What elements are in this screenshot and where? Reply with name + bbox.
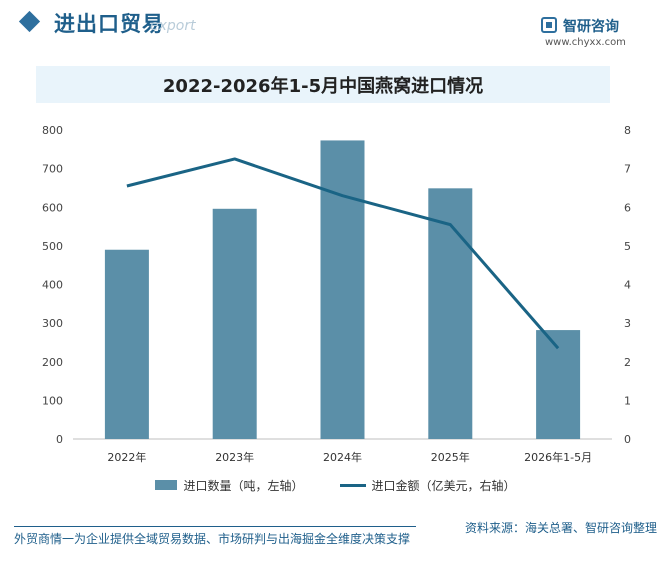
- chart-title: 2022-2026年1-5月中国燕窝进口情况: [162, 75, 484, 97]
- line-series: [126, 157, 560, 350]
- y-left-tick-label: 200: [42, 356, 63, 369]
- header: 进出口贸易 export 智研咨询 www.chyxx.com: [0, 0, 671, 50]
- x-tick-label: 2023年: [215, 450, 254, 464]
- y-right-tick-label: 2: [624, 356, 631, 369]
- footer-divider: [14, 526, 416, 527]
- brand-name: 智研咨询: [563, 19, 619, 35]
- brand-logo-icon: [541, 17, 557, 33]
- legend-swatch-bar: [155, 480, 178, 490]
- legend-label-line: 进口金额（亿美元，右轴）: [371, 478, 516, 493]
- y-right-tick-label: 1: [624, 394, 631, 407]
- y-right-tick-label: 4: [624, 279, 631, 292]
- y-right-tick-label: 5: [624, 240, 631, 253]
- x-tick-label: 2025年: [431, 450, 470, 464]
- legend-swatch-line: [339, 483, 366, 487]
- chart-title-bar: 2022-2026年1-5月中国燕窝进口情况: [36, 66, 610, 103]
- diamond-icon: [18, 10, 41, 33]
- y-right-tick-label: 3: [624, 317, 631, 330]
- y-left-tick-label: 100: [42, 394, 63, 407]
- bar: [320, 140, 365, 439]
- bar: [428, 188, 473, 439]
- y-left-tick-label: 400: [42, 279, 63, 292]
- x-tick-label: 2022年: [107, 450, 146, 464]
- x-tick-label: 2026年1-5月: [524, 450, 592, 464]
- footer-source: 资料来源：海关总署、智研咨询整理: [464, 521, 657, 535]
- y-right-tick-label: 6: [624, 201, 631, 214]
- bar: [536, 330, 581, 439]
- y-left-tick-label: 500: [42, 240, 63, 253]
- legend-item-bar: 进口数量（吨，左轴）: [155, 477, 304, 494]
- bar: [212, 208, 257, 439]
- section-title: 进出口贸易: [54, 12, 164, 36]
- y-left-tick-label: 800: [42, 124, 63, 137]
- brand: 智研咨询 www.chyxx.com: [531, 15, 651, 53]
- legend-label-bar: 进口数量（吨，左轴）: [183, 478, 304, 493]
- legend: 进口数量（吨，左轴） 进口金额（亿美元，右轴）: [0, 475, 671, 495]
- legend-item-line: 进口金额（亿美元，右轴）: [339, 477, 516, 494]
- y-left-tick-label: 700: [42, 163, 63, 176]
- y-left-tick-label: 600: [42, 201, 63, 214]
- footer-tagline: 外贸商情一为企业提供全域贸易数据、市场研判与出海掘金全维度决策支撑: [14, 532, 411, 546]
- brand-url: www.chyxx.com: [545, 37, 626, 48]
- y-left-tick-label: 0: [56, 433, 63, 446]
- y-right-tick-label: 7: [624, 163, 631, 176]
- chart: 0 100 200 300 400 500 600 700 800 0 1 2 3 4 5 6 7 8 2022年 2…: [42, 124, 631, 464]
- bar: [104, 249, 149, 439]
- y-right-tick-label: 0: [624, 433, 631, 446]
- y-right-tick-label: 8: [624, 124, 631, 137]
- section-subtitle: export: [150, 18, 196, 34]
- y-left-tick-label: 300: [42, 317, 63, 330]
- x-tick-label: 2024年: [323, 450, 362, 464]
